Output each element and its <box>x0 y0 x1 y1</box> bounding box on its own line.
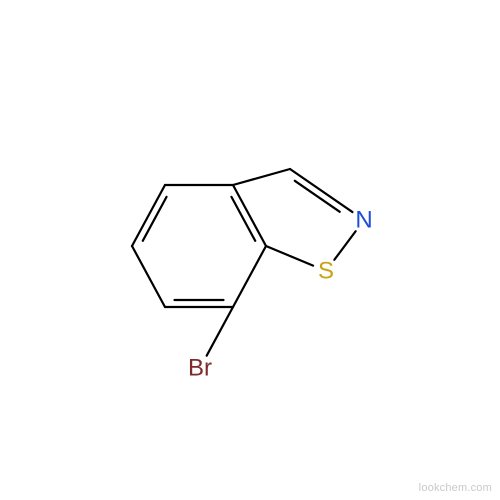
bond-line <box>132 246 165 307</box>
watermark-text: lookchem.com <box>419 482 492 494</box>
bond-line <box>290 169 352 212</box>
atom-label-s: S <box>318 258 334 285</box>
bond-line <box>233 169 290 185</box>
atom-label-br: Br <box>188 355 212 382</box>
structure-canvas: SN Br <box>0 0 500 500</box>
bond-line <box>295 181 340 212</box>
bond-line <box>334 231 355 260</box>
bond-line <box>132 185 165 246</box>
atom-label-n: N <box>355 207 372 234</box>
bond-line <box>233 246 266 307</box>
bond-line <box>233 185 266 246</box>
molecule-svg: SN Br <box>0 0 500 500</box>
bond-line <box>266 246 313 266</box>
bond-line <box>207 307 233 356</box>
